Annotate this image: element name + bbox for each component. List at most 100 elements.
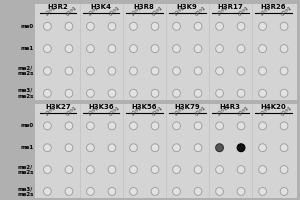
Circle shape: [237, 122, 245, 130]
Text: 60ng: 60ng: [108, 5, 121, 17]
Circle shape: [130, 22, 137, 30]
Circle shape: [194, 144, 202, 152]
Circle shape: [65, 144, 73, 152]
Text: H3K9: H3K9: [177, 4, 198, 10]
Circle shape: [194, 89, 202, 97]
Text: 10ng: 10ng: [87, 5, 99, 17]
Text: me3/
me2s: me3/ me2s: [17, 88, 33, 99]
Circle shape: [87, 67, 94, 75]
Circle shape: [259, 166, 266, 174]
Circle shape: [172, 122, 180, 130]
Circle shape: [194, 22, 202, 30]
Circle shape: [280, 122, 288, 130]
Text: H3K4: H3K4: [91, 4, 112, 10]
Circle shape: [44, 89, 51, 97]
Circle shape: [108, 144, 116, 152]
Circle shape: [280, 22, 288, 30]
Text: 10ng: 10ng: [259, 104, 272, 117]
Circle shape: [87, 144, 94, 152]
Text: 60ng: 60ng: [152, 5, 164, 17]
Text: me0: me0: [20, 24, 33, 29]
Circle shape: [259, 22, 266, 30]
Text: me0: me0: [20, 123, 33, 128]
Text: 10ng: 10ng: [216, 104, 228, 117]
Text: 60ng: 60ng: [238, 5, 250, 17]
Circle shape: [237, 89, 245, 97]
Text: H4K20: H4K20: [260, 104, 286, 110]
Circle shape: [172, 188, 180, 195]
Circle shape: [259, 67, 266, 75]
Text: 60ng: 60ng: [194, 104, 207, 117]
Circle shape: [259, 45, 266, 53]
Circle shape: [151, 22, 159, 30]
Circle shape: [130, 67, 137, 75]
Circle shape: [216, 122, 224, 130]
Text: 60ng: 60ng: [65, 104, 78, 117]
Circle shape: [151, 89, 159, 97]
Circle shape: [280, 45, 288, 53]
Circle shape: [108, 166, 116, 174]
Circle shape: [151, 144, 159, 152]
Circle shape: [151, 67, 159, 75]
Circle shape: [259, 89, 266, 97]
Text: 60ng: 60ng: [280, 104, 293, 117]
Text: me2/
me2s: me2/ me2s: [17, 164, 33, 175]
Circle shape: [130, 188, 137, 195]
Circle shape: [87, 166, 94, 174]
Circle shape: [44, 188, 51, 195]
Circle shape: [130, 166, 137, 174]
Circle shape: [259, 144, 266, 152]
Text: H3K79: H3K79: [174, 104, 200, 110]
Circle shape: [108, 45, 116, 53]
Circle shape: [237, 67, 245, 75]
Circle shape: [151, 166, 159, 174]
Text: 60ng: 60ng: [65, 5, 78, 17]
Circle shape: [280, 188, 288, 195]
Text: 10ng: 10ng: [130, 104, 142, 117]
Circle shape: [44, 45, 51, 53]
Circle shape: [172, 89, 180, 97]
Circle shape: [44, 122, 51, 130]
Circle shape: [280, 144, 288, 152]
Circle shape: [87, 89, 94, 97]
Circle shape: [216, 45, 224, 53]
Text: 10ng: 10ng: [173, 5, 185, 17]
Text: H3R26: H3R26: [261, 4, 286, 10]
Circle shape: [44, 22, 51, 30]
Circle shape: [216, 166, 224, 174]
Text: 10ng: 10ng: [259, 5, 272, 17]
Circle shape: [65, 188, 73, 195]
Circle shape: [65, 22, 73, 30]
Circle shape: [237, 188, 245, 195]
Circle shape: [87, 122, 94, 130]
Circle shape: [44, 166, 51, 174]
Circle shape: [108, 188, 116, 195]
Circle shape: [194, 67, 202, 75]
Circle shape: [194, 188, 202, 195]
Text: 60ng: 60ng: [238, 104, 250, 117]
Circle shape: [216, 188, 224, 195]
Circle shape: [151, 122, 159, 130]
Circle shape: [237, 144, 245, 152]
Circle shape: [280, 166, 288, 174]
Circle shape: [237, 166, 245, 174]
Text: 10ng: 10ng: [216, 5, 228, 17]
Text: H4R3: H4R3: [220, 104, 241, 110]
Circle shape: [172, 144, 180, 152]
Circle shape: [130, 144, 137, 152]
Text: 10ng: 10ng: [87, 104, 99, 117]
Circle shape: [194, 45, 202, 53]
Text: me1: me1: [20, 145, 33, 150]
Text: 60ng: 60ng: [108, 104, 121, 117]
Text: H3K27: H3K27: [45, 104, 71, 110]
Circle shape: [44, 67, 51, 75]
Text: H3R2: H3R2: [48, 4, 68, 10]
Circle shape: [130, 122, 137, 130]
Circle shape: [194, 122, 202, 130]
Circle shape: [172, 22, 180, 30]
Circle shape: [216, 89, 224, 97]
Text: 60ng: 60ng: [280, 5, 293, 17]
Circle shape: [108, 122, 116, 130]
Text: 10ng: 10ng: [130, 5, 142, 17]
Circle shape: [216, 144, 224, 152]
